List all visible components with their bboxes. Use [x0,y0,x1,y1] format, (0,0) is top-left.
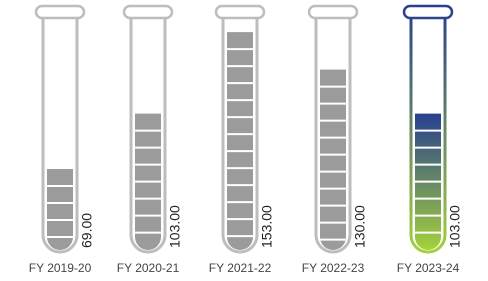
tube-fill-group [226,32,254,250]
value-label: 103.00 [167,205,183,248]
category-label: FY 2021-22 [209,261,272,275]
value-label: 69.00 [79,213,95,248]
tube-rim [404,6,452,18]
chart: 69.00 FY 2019-20 103.00 FY 2020-21 153.00 FY … [0,0,488,281]
category-label: FY 2019-20 [29,261,92,275]
tube-rim [36,6,84,18]
tube-fill-group [414,114,442,250]
value-label: 130.00 [352,205,368,248]
tube-fill [227,32,253,250]
tube-fill-group [46,169,74,250]
category-label: FY 2022-23 [302,261,365,275]
tube-rim [216,6,264,18]
category-label: FY 2023-24 [397,261,460,275]
category-label: FY 2020-21 [117,261,180,275]
value-label: 153.00 [259,205,275,248]
tube-fill-group [134,114,162,250]
tube-fill-group [319,70,347,250]
value-label: 103.00 [447,205,463,248]
tube-rim [124,6,172,18]
tube-rim [309,6,357,18]
